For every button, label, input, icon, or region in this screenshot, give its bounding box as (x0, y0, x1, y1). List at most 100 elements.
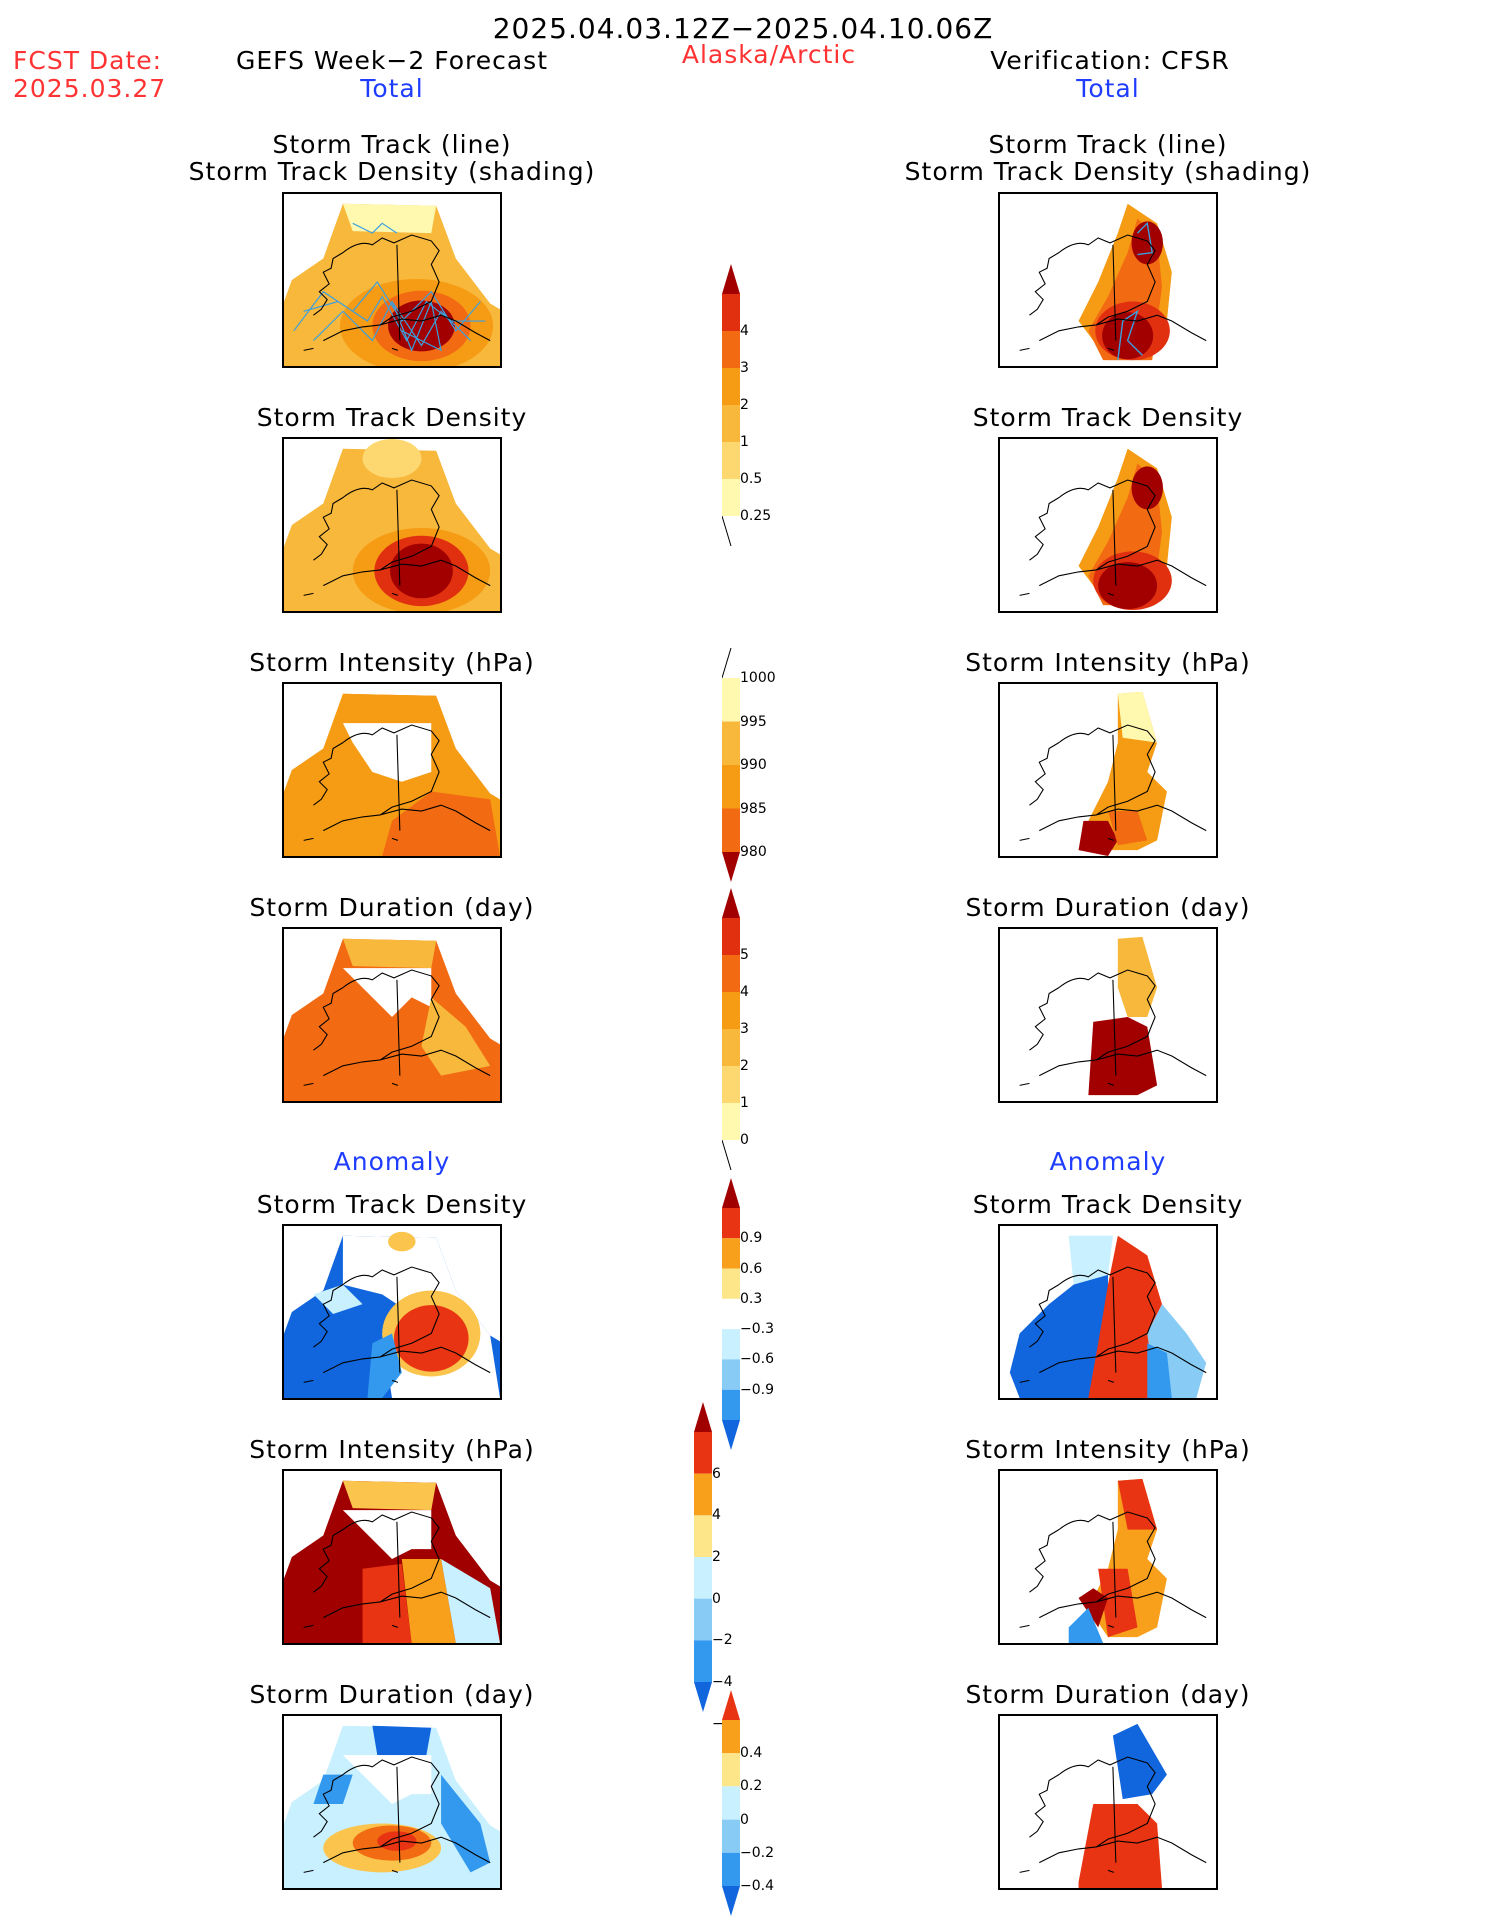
map-canvas (284, 693, 500, 856)
colorbar-tick-label: 2 (740, 397, 749, 413)
colorbar-tick-label: 2 (740, 1058, 749, 1074)
colorbar-tick-label: −0.2 (740, 1844, 774, 1861)
colorbar-tick-label: 980 (740, 844, 767, 860)
right-total-label: Total (1076, 74, 1140, 103)
colorbar-track-density-total: 4 3 2 1 0.5 0.25 (722, 264, 832, 546)
colorbar-tick-label: 1000 (740, 670, 776, 686)
map-verif-anom-intensity (998, 1469, 1218, 1645)
colorbar-duration-total: 5 4 3 2 1 0 (722, 888, 832, 1170)
right-track-line-title: Storm Track (line) (988, 130, 1228, 159)
map-canvas (1019, 1478, 1207, 1643)
colorbar-tick-label: 0.4 (740, 1745, 763, 1762)
date-range-title: 2025.04.03.12Z−2025.04.10.06Z (492, 12, 994, 45)
colorbar-tick-label: 0 (740, 1811, 749, 1828)
map-forecast-track-total (282, 192, 502, 368)
colorbar-tick-label: 1 (740, 1095, 749, 1111)
colorbar-tick-label: 4 (740, 323, 749, 339)
map-canvas (284, 938, 500, 1101)
region-title: Alaska/Arctic (681, 40, 857, 69)
left-track-line-title: Storm Track (line) (272, 130, 512, 159)
right-intensity-title: Storm Intensity (hPa) (965, 648, 1251, 677)
colorbar-tick-label: 0.6 (740, 1260, 763, 1277)
map-canvas (1019, 691, 1207, 856)
left-total-label: Total (360, 74, 424, 103)
colorbar-track-density-anom: 0.9 0.6 0.3 −0.3 −0.6 −0.9 (722, 1178, 832, 1450)
map-verif-duration (998, 927, 1218, 1103)
colorbar-tick-label: 0.3 (740, 1290, 763, 1307)
colorbar-tick-label: 2 (712, 1549, 721, 1565)
map-forecast-anom-density (282, 1224, 502, 1400)
colorbar-canvas (722, 888, 740, 1170)
map-forecast-track-density (282, 437, 502, 613)
colorbar-tick-label: 985 (740, 800, 767, 817)
right-anomaly-label: Anomaly (1049, 1147, 1167, 1176)
map-canvas (1019, 448, 1207, 611)
fcst-date-value: 2025.03.27 (13, 74, 167, 103)
colorbar-tick-label: −0.3 (740, 1321, 774, 1338)
right-track-shading-title: Storm Track Density (shading) (904, 157, 1312, 186)
map-verif-anom-density (998, 1224, 1218, 1400)
map-canvas (1009, 1235, 1207, 1398)
map-canvas (1019, 203, 1207, 361)
colorbar-tick-label: 0 (740, 1132, 749, 1148)
right-anom-track-density-title: Storm Track Density (972, 1190, 1244, 1219)
colorbar-canvas (722, 264, 740, 546)
colorbar-tick-label: 4 (712, 1507, 721, 1524)
colorbar-tick-label: 5 (740, 947, 749, 963)
fcst-date-label: FCST Date: (13, 46, 163, 75)
map-canvas (284, 1725, 500, 1888)
colorbar-tick-label: 0.2 (740, 1778, 763, 1795)
map-verif-track-density (998, 437, 1218, 613)
colorbar-intensity-total: 1000 995 990 985 980 (722, 648, 832, 882)
map-forecast-intensity (282, 682, 502, 858)
map-forecast-anom-duration (282, 1714, 502, 1890)
colorbar-canvas (694, 1402, 712, 1712)
left-track-density-title: Storm Track Density (256, 403, 528, 432)
colorbar-canvas (722, 648, 740, 882)
right-track-density-title: Storm Track Density (972, 403, 1244, 432)
left-anom-intensity-title: Storm Intensity (hPa) (249, 1435, 535, 1464)
left-anom-duration-title: Storm Duration (day) (249, 1680, 535, 1709)
left-anom-track-density-title: Storm Track Density (256, 1190, 528, 1219)
colorbar-tick-label: 0.25 (740, 508, 772, 524)
map-verif-track-total (998, 192, 1218, 368)
colorbar-tick-label: 1 (740, 434, 749, 450)
colorbar-tick-label: −0.6 (740, 1351, 774, 1368)
colorbar-tick-label: 0.5 (740, 471, 763, 487)
colorbar-tick-label: 3 (740, 360, 749, 376)
map-canvas (1019, 1723, 1207, 1888)
verification-title: Verification: CFSR (990, 46, 1230, 75)
colorbar-tick-label: −2 (712, 1632, 733, 1649)
forecast-title: GEFS Week−2 Forecast (235, 46, 549, 75)
colorbar-tick-label: 990 (740, 757, 767, 773)
map-canvas (284, 203, 500, 366)
colorbar-canvas (722, 1690, 740, 1916)
colorbar-duration-anom: 0.4 0.2 0 −0.2 −0.4 (722, 1690, 832, 1916)
map-forecast-anom-intensity (282, 1469, 502, 1645)
right-duration-title: Storm Duration (day) (965, 893, 1251, 922)
colorbar-tick-label: 995 (740, 713, 767, 730)
left-track-shading-title: Storm Track Density (shading) (188, 157, 596, 186)
left-duration-title: Storm Duration (day) (249, 893, 535, 922)
colorbar-tick-label: 3 (740, 1021, 749, 1037)
right-anom-intensity-title: Storm Intensity (hPa) (965, 1435, 1251, 1464)
map-canvas (284, 1231, 500, 1398)
map-canvas (1019, 936, 1207, 1096)
right-anom-duration-title: Storm Duration (day) (965, 1680, 1251, 1709)
colorbar-tick-label: 0 (712, 1590, 721, 1607)
left-anomaly-label: Anomaly (333, 1147, 451, 1176)
colorbar-tick-label: 0.9 (740, 1230, 763, 1247)
map-verif-anom-duration (998, 1714, 1218, 1890)
left-intensity-title: Storm Intensity (hPa) (249, 648, 535, 677)
colorbar-canvas (722, 1178, 740, 1450)
colorbar-tick-label: −0.9 (740, 1381, 774, 1398)
map-canvas (284, 439, 500, 611)
map-forecast-duration (282, 927, 502, 1103)
colorbar-tick-label: −0.4 (740, 1878, 774, 1894)
colorbar-tick-label: −4 (712, 1674, 733, 1690)
map-canvas (284, 1480, 500, 1643)
colorbar-tick-label: 6 (712, 1465, 721, 1482)
map-verif-intensity (998, 682, 1218, 858)
colorbar-tick-label: 4 (740, 984, 749, 1000)
